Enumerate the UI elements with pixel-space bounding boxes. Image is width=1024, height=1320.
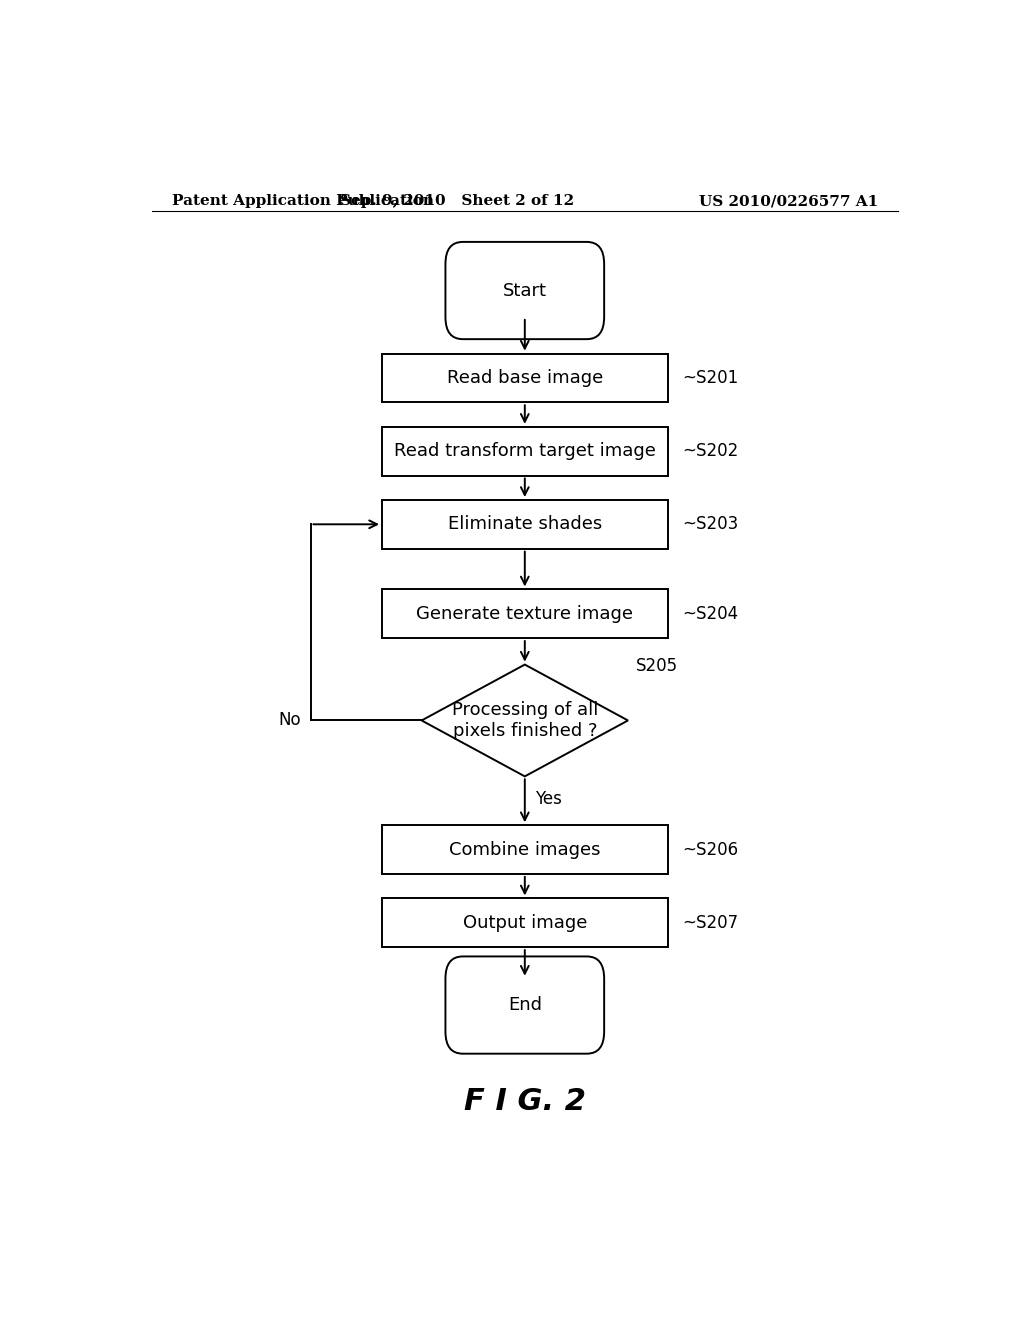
Bar bbox=[382, 500, 668, 549]
Text: ~S204: ~S204 bbox=[682, 605, 738, 623]
Text: Sep. 9, 2010   Sheet 2 of 12: Sep. 9, 2010 Sheet 2 of 12 bbox=[340, 194, 574, 209]
Text: Yes: Yes bbox=[536, 789, 562, 808]
Text: S205: S205 bbox=[636, 657, 678, 675]
Text: End: End bbox=[508, 997, 542, 1014]
Text: Generate texture image: Generate texture image bbox=[417, 605, 633, 623]
Text: ~S201: ~S201 bbox=[682, 370, 738, 387]
Text: US 2010/0226577 A1: US 2010/0226577 A1 bbox=[698, 194, 878, 209]
Text: F I G. 2: F I G. 2 bbox=[464, 1088, 586, 1117]
Text: Combine images: Combine images bbox=[450, 841, 600, 858]
Bar bbox=[382, 589, 668, 638]
Text: ~S207: ~S207 bbox=[682, 913, 738, 932]
Text: No: No bbox=[279, 711, 301, 730]
Text: ~S202: ~S202 bbox=[682, 442, 738, 461]
FancyBboxPatch shape bbox=[445, 242, 604, 339]
Bar bbox=[382, 426, 668, 475]
Text: Start: Start bbox=[503, 281, 547, 300]
Text: ~S206: ~S206 bbox=[682, 841, 738, 858]
FancyBboxPatch shape bbox=[445, 957, 604, 1053]
Text: Read base image: Read base image bbox=[446, 370, 603, 387]
Bar bbox=[382, 899, 668, 948]
Bar bbox=[382, 825, 668, 874]
Bar bbox=[382, 354, 668, 403]
Text: Patent Application Publication: Patent Application Publication bbox=[172, 194, 433, 209]
Text: Processing of all
pixels finished ?: Processing of all pixels finished ? bbox=[452, 701, 598, 741]
Polygon shape bbox=[422, 664, 628, 776]
Text: ~S203: ~S203 bbox=[682, 515, 738, 533]
Text: Output image: Output image bbox=[463, 913, 587, 932]
Text: Read transform target image: Read transform target image bbox=[394, 442, 655, 461]
Text: Eliminate shades: Eliminate shades bbox=[447, 515, 602, 533]
